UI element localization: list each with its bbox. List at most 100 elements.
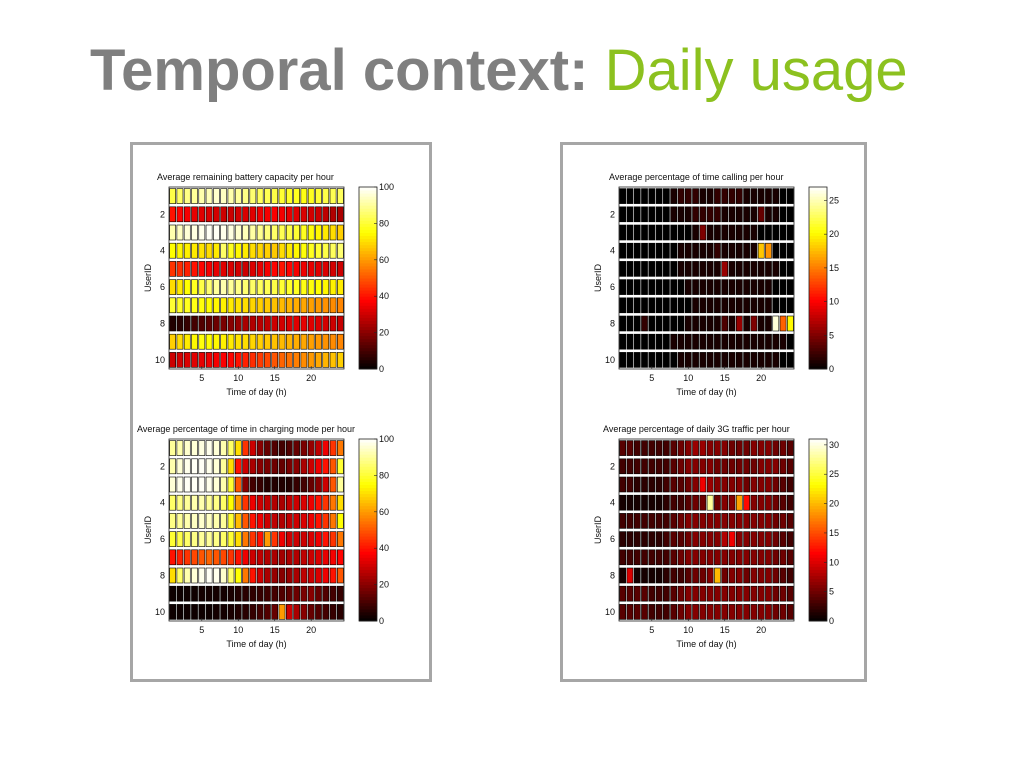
- heatmap-cell: [779, 531, 787, 547]
- heatmap-cell: [249, 567, 257, 584]
- heatmap-cell: [220, 604, 228, 620]
- heatmap-cell: [227, 261, 235, 277]
- heatmap-cell: [315, 440, 322, 456]
- heatmap-cell: [626, 206, 634, 223]
- colorbar-band: [809, 520, 827, 525]
- heatmap-cell: [307, 352, 315, 368]
- heatmap-cell: [220, 513, 228, 529]
- heatmap-cell: [743, 188, 750, 204]
- heatmap-cell: [714, 279, 721, 295]
- heatmap-cell: [329, 440, 337, 456]
- heatmap-cell: [633, 188, 641, 204]
- heatmap-cell: [765, 531, 772, 547]
- heatmap-cell: [787, 604, 794, 620]
- heatmap-cell: [787, 261, 794, 277]
- heatmap-cell: [735, 352, 743, 368]
- heatmap-cell: [329, 476, 337, 493]
- heatmap-cell: [655, 188, 663, 204]
- heatmap-cell: [779, 549, 787, 566]
- colorbar-band: [809, 590, 827, 595]
- heatmap-cell: [699, 567, 707, 584]
- colorbar-band: [809, 284, 827, 288]
- colorbar-band: [809, 593, 827, 598]
- heatmap-cell: [256, 458, 264, 475]
- y-tick-label: 2: [160, 461, 165, 471]
- heatmap-cell: [337, 567, 344, 584]
- heatmap-cell: [663, 440, 670, 456]
- heatmap-cell: [655, 513, 663, 529]
- colorbar-tick-label: 0: [829, 616, 834, 626]
- colorbar-band: [809, 305, 827, 309]
- heatmap-cell: [626, 242, 634, 259]
- heatmap-cell: [619, 333, 626, 350]
- charging-mode-heatmap: Average percentage of time in charging m…: [137, 424, 394, 649]
- colorbar-band: [359, 314, 377, 318]
- colorbar-band: [809, 539, 827, 543]
- heatmap-cell: [322, 531, 330, 547]
- y-tick-label: 2: [610, 461, 615, 471]
- heatmap-cell: [205, 315, 213, 332]
- heatmap-cell: [641, 494, 648, 511]
- x-tick-label: 5: [199, 625, 204, 635]
- heatmap-cell: [648, 297, 656, 314]
- heatmap-cell: [271, 297, 279, 314]
- heatmap-cell: [619, 206, 626, 223]
- colorbar-band: [359, 520, 377, 525]
- heatmap-cell: [264, 567, 271, 584]
- heatmap-cell: [619, 531, 626, 547]
- heatmap-cell: [663, 297, 670, 314]
- heatmap-cell: [757, 549, 765, 566]
- colorbar-tick-label: 100: [379, 434, 394, 444]
- heatmap-cell: [633, 567, 641, 584]
- heatmap-cell: [619, 352, 626, 368]
- colorbar-tick-label: 25: [829, 469, 839, 479]
- heatmap-cell: [264, 531, 271, 547]
- colorbar-band: [359, 274, 377, 279]
- heatmap-cell: [648, 458, 656, 475]
- heatmap-cell: [256, 494, 264, 511]
- heatmap-cell: [234, 513, 242, 529]
- heatmap-cell: [176, 440, 184, 456]
- colorbar-band: [809, 605, 827, 610]
- heatmap-cell: [249, 188, 257, 204]
- x-tick-label: 15: [720, 625, 730, 635]
- heatmap-cell: [307, 531, 315, 547]
- heatmap-cell: [227, 352, 235, 368]
- heatmap-cell: [772, 494, 780, 511]
- colorbar-band: [359, 551, 377, 555]
- heatmap-cell: [765, 333, 772, 350]
- heatmap-cell: [191, 206, 198, 223]
- heatmap-cell: [728, 224, 736, 241]
- heatmap-cell: [706, 261, 714, 277]
- heatmap-cell: [322, 513, 330, 529]
- colorbar-band: [809, 517, 827, 522]
- heatmap-cell: [699, 476, 707, 493]
- heatmap-cell: [765, 315, 772, 332]
- heatmap-cell: [648, 440, 656, 456]
- heatmap-cell: [183, 279, 191, 295]
- colorbar-band: [359, 281, 377, 285]
- heatmap-cell: [633, 315, 641, 332]
- heatmap-cell: [322, 188, 330, 204]
- colorbar-band: [809, 496, 827, 501]
- heatmap-cell: [285, 476, 293, 493]
- heatmap-cell: [655, 549, 663, 566]
- colorbar-band: [359, 539, 377, 543]
- heatmap-cell: [285, 261, 293, 277]
- heatmap-cell: [169, 206, 176, 223]
- heatmap-cell: [256, 206, 264, 223]
- heatmap-cell: [169, 567, 176, 584]
- heatmap-cell: [714, 440, 721, 456]
- colorbar-band: [809, 296, 827, 300]
- heatmap-cell: [264, 494, 271, 511]
- colorbar-band: [809, 548, 827, 552]
- heatmap-cell: [191, 531, 198, 547]
- heatmap-cell: [183, 458, 191, 475]
- heatmap-cell: [191, 261, 198, 277]
- heatmap-cell: [293, 206, 300, 223]
- colorbar-band: [809, 542, 827, 546]
- heatmap-cell: [205, 352, 213, 368]
- heatmap-cell: [227, 494, 235, 511]
- heatmap-cell: [648, 531, 656, 547]
- heatmap-cell: [183, 261, 191, 277]
